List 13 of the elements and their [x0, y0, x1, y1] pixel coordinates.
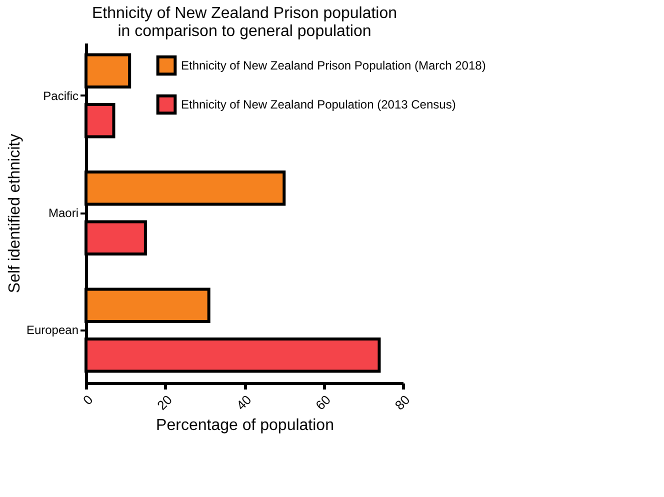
x-tick-label: 20: [154, 392, 175, 413]
legend-label: Ethnicity of New Zealand Prison Population (March 2018): [181, 58, 486, 72]
x-tick-label: 60: [312, 392, 334, 413]
x-axis-title: Percentage of population: [156, 416, 334, 434]
legend-label: Ethnicity of New Zealand Population (2013 Census): [181, 98, 456, 112]
y-tick-label: Pacific: [43, 88, 78, 103]
y-tick-label: Maori: [48, 206, 78, 220]
chart-title: Ethnicity of New Zealand Prison population in comparison to general population: [92, 5, 398, 40]
x-tick-label: 40: [233, 392, 254, 413]
x-tick-label: 0: [80, 392, 96, 408]
y-axis-title: Self identified ethnicity: [6, 134, 24, 294]
y-tick-label: European: [26, 323, 78, 338]
x-tick-label: 80: [392, 392, 413, 413]
